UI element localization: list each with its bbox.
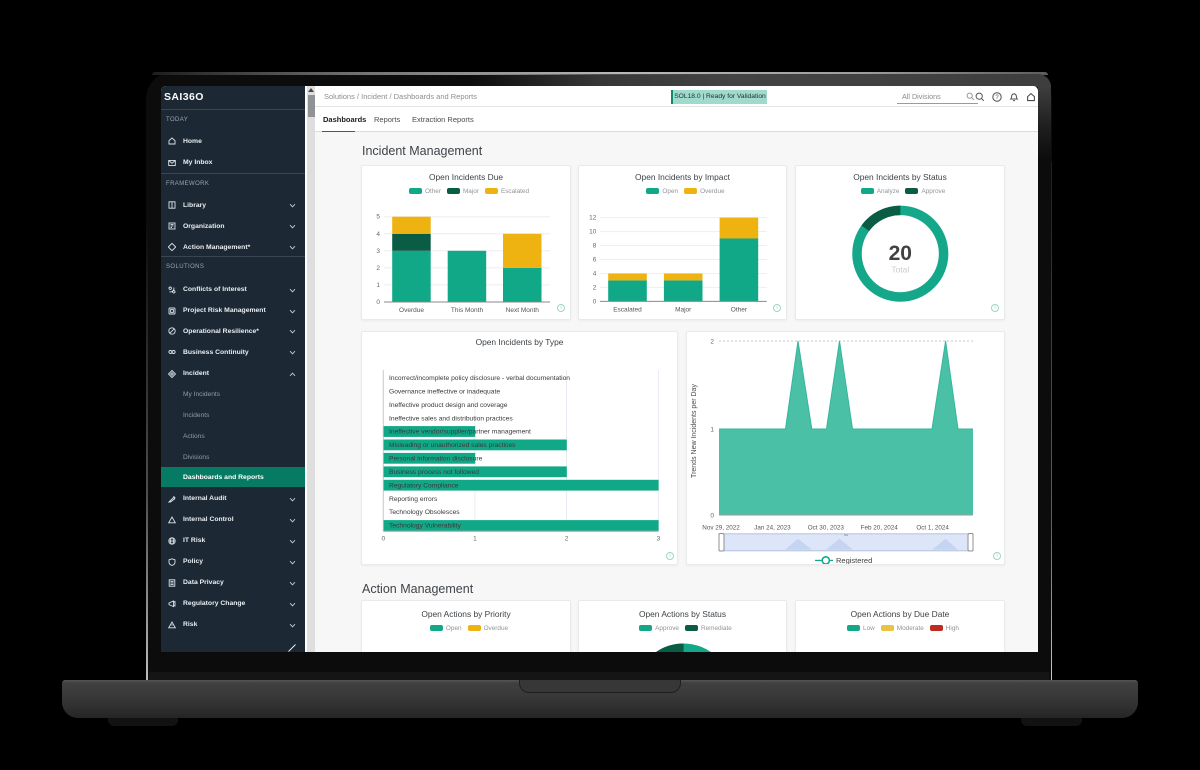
svg-text:Jan 24, 2023: Jan 24, 2023 bbox=[754, 525, 791, 532]
svg-text:?: ? bbox=[995, 95, 999, 101]
svg-text:Next Month: Next Month bbox=[506, 307, 540, 314]
svg-text:Incorrect/incomplete policy di: Incorrect/incomplete policy disclosure -… bbox=[389, 375, 570, 382]
svg-text:Ineffective sales and distribu: Ineffective sales and distribution pract… bbox=[389, 415, 513, 422]
svg-text:Reporting errors: Reporting errors bbox=[389, 496, 438, 503]
svg-text:Other: Other bbox=[731, 306, 748, 313]
svg-text:This Month: This Month bbox=[451, 307, 484, 314]
svg-text:1: 1 bbox=[376, 282, 380, 289]
svg-text:0: 0 bbox=[593, 298, 597, 305]
svg-text:3: 3 bbox=[657, 536, 661, 543]
svg-text:2: 2 bbox=[376, 265, 380, 272]
svg-text:5: 5 bbox=[376, 214, 380, 221]
svg-text:10: 10 bbox=[589, 229, 597, 236]
svg-text:Feb 20, 2024: Feb 20, 2024 bbox=[861, 525, 899, 532]
svg-text:Governance ineffective or inad: Governance ineffective or inadequate bbox=[389, 388, 500, 395]
svg-text:Total: Total bbox=[891, 265, 909, 275]
svg-text:3: 3 bbox=[376, 248, 380, 255]
svg-text:Business process not followed: Business process not followed bbox=[389, 469, 479, 476]
svg-text:20: 20 bbox=[889, 242, 912, 265]
svg-text:Major: Major bbox=[675, 306, 692, 313]
svg-text:Ineffective product design and: Ineffective product design and coverage bbox=[389, 402, 508, 409]
svg-text:Misleading or unauthorized sal: Misleading or unauthorized sales practic… bbox=[389, 442, 516, 449]
svg-text:Trends New Incidents per Day: Trends New Incidents per Day bbox=[691, 384, 698, 478]
svg-text:Registered: Registered bbox=[836, 556, 872, 565]
svg-text:12: 12 bbox=[589, 215, 597, 222]
svg-text:Nov 29, 2022: Nov 29, 2022 bbox=[702, 525, 740, 532]
svg-text:2: 2 bbox=[710, 339, 714, 346]
svg-text:Oct 1, 2024: Oct 1, 2024 bbox=[916, 525, 949, 532]
svg-text:0: 0 bbox=[710, 513, 714, 520]
svg-text:4: 4 bbox=[376, 231, 380, 238]
svg-text:2: 2 bbox=[565, 536, 569, 543]
svg-text:Overdue: Overdue bbox=[399, 307, 424, 314]
svg-text:1: 1 bbox=[473, 536, 477, 543]
svg-text:8: 8 bbox=[593, 243, 597, 250]
svg-text:0: 0 bbox=[376, 299, 380, 306]
svg-text:6: 6 bbox=[593, 257, 597, 264]
svg-text:4: 4 bbox=[593, 271, 597, 278]
svg-text:2: 2 bbox=[593, 284, 597, 291]
svg-text:0: 0 bbox=[381, 536, 385, 543]
svg-text:1: 1 bbox=[710, 427, 714, 434]
svg-text:Technology Obsolesces: Technology Obsolesces bbox=[389, 509, 460, 516]
svg-text:Personal information disclosur: Personal information disclosure bbox=[389, 456, 483, 463]
svg-text:Technology Vulnerability: Technology Vulnerability bbox=[389, 523, 462, 530]
svg-text:Oct 30, 2023: Oct 30, 2023 bbox=[808, 525, 845, 532]
svg-text:Ineffective vendor/supplier/pa: Ineffective vendor/supplier/partner mana… bbox=[389, 429, 531, 436]
svg-text:Escalated: Escalated bbox=[613, 306, 642, 313]
svg-text:Regulatory Compliance: Regulatory Compliance bbox=[389, 482, 459, 489]
